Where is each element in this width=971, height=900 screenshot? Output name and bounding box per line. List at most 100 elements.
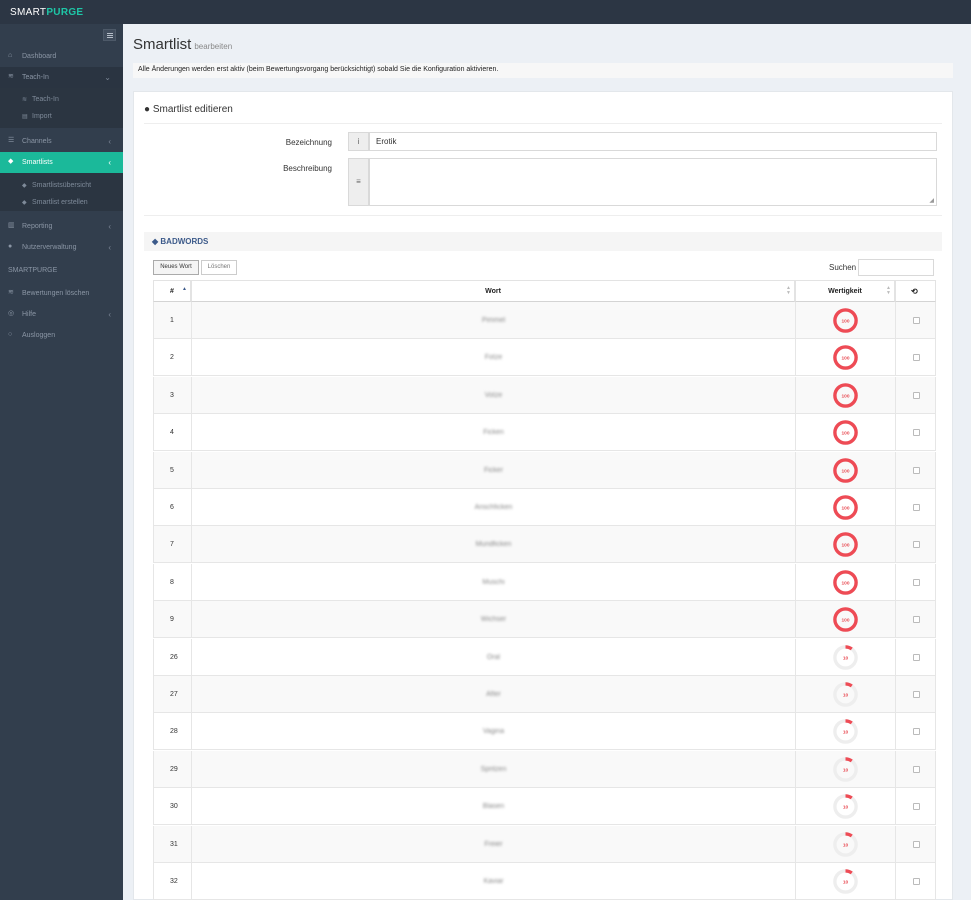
- table-row[interactable]: 30 Blasen 10: [153, 788, 936, 826]
- value-label: 10: [843, 842, 849, 848]
- row-checkbox[interactable]: [913, 616, 920, 624]
- row-checkbox[interactable]: [913, 765, 920, 773]
- row-checkbox[interactable]: [913, 803, 920, 811]
- row-checkbox[interactable]: [913, 578, 920, 586]
- cell-word: Ficken: [191, 414, 795, 452]
- sidebar-item-channels[interactable]: ☰ Channels ‹: [0, 131, 123, 152]
- badwords-header: ◆ BADWORDS: [144, 232, 942, 251]
- cell-word: Vagina: [191, 713, 795, 751]
- cell-select: [895, 676, 936, 713]
- value-gauge: 100: [833, 570, 858, 595]
- sidebar-toggle-button[interactable]: [103, 29, 116, 41]
- cell-num: 1: [153, 302, 191, 339]
- table-row[interactable]: 1 Pimmel 100: [153, 302, 936, 339]
- table-row[interactable]: 2 Fotze 100: [153, 339, 936, 377]
- sidebar-subitem-smartlist-create[interactable]: ◆ Smartlist erstellen: [0, 195, 123, 211]
- sidebar-item-logout[interactable]: ○ Ausloggen: [0, 325, 123, 346]
- word-text: Freier: [484, 840, 503, 848]
- sidebar-item-reporting[interactable]: ▥ Reporting ‹: [0, 216, 123, 237]
- sidebar-item-label: Nutzerverwaltung: [22, 244, 77, 251]
- row-checkbox[interactable]: [913, 317, 920, 324]
- table-row[interactable]: 4 Ficken 100: [153, 414, 936, 452]
- value-gauge: 100: [833, 607, 858, 632]
- sidebar-subitem-import[interactable]: ▤ Import: [0, 109, 123, 125]
- graduation-cap-icon: ≋: [8, 73, 14, 80]
- sidebar-subitem-teach-in[interactable]: ≋ Teach-In: [0, 92, 123, 108]
- sidebar-item-smartlists[interactable]: ◆ Smartlists ‹: [0, 152, 123, 173]
- table-row[interactable]: 8 Muschi 100: [153, 563, 936, 601]
- table-row[interactable]: 27 After 10: [153, 676, 936, 713]
- table-row[interactable]: 26 Oral 10: [153, 638, 936, 676]
- row-checkbox[interactable]: [913, 878, 920, 885]
- word-text: Spritzen: [480, 765, 507, 773]
- table-row[interactable]: 6 Anschficken 100: [153, 489, 936, 526]
- table-row[interactable]: 5 Ficker 100: [153, 451, 936, 489]
- sidebar-item-teach-in[interactable]: ≋ Teach-In ⌄: [0, 67, 123, 88]
- refresh-icon: ⟲: [911, 287, 918, 296]
- word-text: After: [486, 691, 501, 698]
- cell-num: 32: [153, 863, 191, 900]
- column-header-select[interactable]: ⟲: [895, 280, 936, 302]
- table-row[interactable]: 7 Mundficken 100: [153, 526, 936, 564]
- badwords-title: ◆ BADWORDS: [152, 237, 208, 246]
- column-header-label: Wertigkeit: [828, 288, 862, 295]
- row-number: 6: [170, 504, 174, 511]
- delete-button[interactable]: Löschen: [201, 260, 237, 275]
- cell-word: Fotze: [191, 339, 795, 377]
- sidebar-item-dashboard[interactable]: ⌂ Dashboard: [0, 46, 123, 67]
- cell-num: 30: [153, 788, 191, 826]
- column-header-label: Wort: [485, 288, 501, 295]
- app-logo[interactable]: SMARTPURGE: [10, 7, 83, 18]
- row-checkbox[interactable]: [913, 429, 920, 437]
- cell-value: 100: [795, 601, 895, 639]
- cell-num: 5: [153, 451, 191, 489]
- sidebar-item-delete-ratings[interactable]: ≋ Bewertungen löschen: [0, 283, 123, 304]
- graduation-cap-icon: ≋: [22, 97, 28, 103]
- description-field[interactable]: ◢: [369, 158, 937, 206]
- row-checkbox[interactable]: [913, 728, 920, 736]
- sidebar-item-user-management[interactable]: ● Nutzerverwaltung ‹: [0, 237, 123, 258]
- cell-value: 100: [795, 489, 895, 526]
- sidebar-item-label: Smartlist erstellen: [32, 199, 88, 206]
- sidebar-item-help[interactable]: ◎ Hilfe ‹: [0, 304, 123, 325]
- value-label: 100: [841, 618, 849, 624]
- cell-word: Oral: [191, 638, 795, 676]
- table-row[interactable]: 31 Freier 10: [153, 825, 936, 863]
- row-checkbox[interactable]: [913, 653, 920, 661]
- cell-num: 27: [153, 676, 191, 713]
- sort-icon: ▲ ▼: [886, 285, 891, 296]
- logo-bold-text: PURGE: [46, 7, 84, 18]
- sliders-icon: ☰: [8, 137, 15, 144]
- row-number: 32: [170, 878, 178, 885]
- table-row[interactable]: 28 Vagina 10: [153, 713, 936, 751]
- new-word-button[interactable]: Neues Wort: [153, 260, 199, 275]
- row-checkbox[interactable]: [913, 541, 920, 549]
- row-checkbox[interactable]: [913, 840, 920, 848]
- table-row[interactable]: 3 Votze 100: [153, 376, 936, 414]
- column-header-word[interactable]: Wort ▲ ▼: [191, 280, 795, 302]
- column-header-num[interactable]: # ▲: [153, 280, 191, 302]
- row-checkbox[interactable]: [913, 354, 920, 362]
- row-checkbox[interactable]: [913, 391, 920, 399]
- resize-handle-icon[interactable]: ◢: [929, 198, 934, 204]
- cell-word: Blasen: [191, 788, 795, 826]
- search-input[interactable]: [858, 259, 934, 276]
- row-checkbox[interactable]: [913, 466, 920, 474]
- divider: [144, 123, 942, 124]
- column-header-value[interactable]: Wertigkeit ▲ ▼: [795, 280, 895, 302]
- table-row[interactable]: 32 Kaviar 10: [153, 863, 936, 900]
- cell-word: Votze: [191, 376, 795, 414]
- sidebar-subitem-smartlists-overview[interactable]: ◆ Smartlistsübersicht: [0, 178, 123, 194]
- table-row[interactable]: 29 Spritzen 10: [153, 750, 936, 788]
- sort-icon: ▲ ▼: [786, 285, 791, 296]
- value-gauge: 100: [833, 383, 858, 408]
- cell-value: 10: [795, 825, 895, 863]
- row-checkbox[interactable]: [913, 504, 920, 511]
- table-row[interactable]: 9 Wichser 100: [153, 601, 936, 639]
- name-label: Bezeichnung: [285, 138, 332, 147]
- cell-num: 8: [153, 563, 191, 601]
- value-label: 100: [841, 468, 849, 474]
- row-checkbox[interactable]: [913, 691, 920, 698]
- name-field[interactable]: Erotik: [369, 132, 937, 151]
- cell-select: [895, 601, 936, 639]
